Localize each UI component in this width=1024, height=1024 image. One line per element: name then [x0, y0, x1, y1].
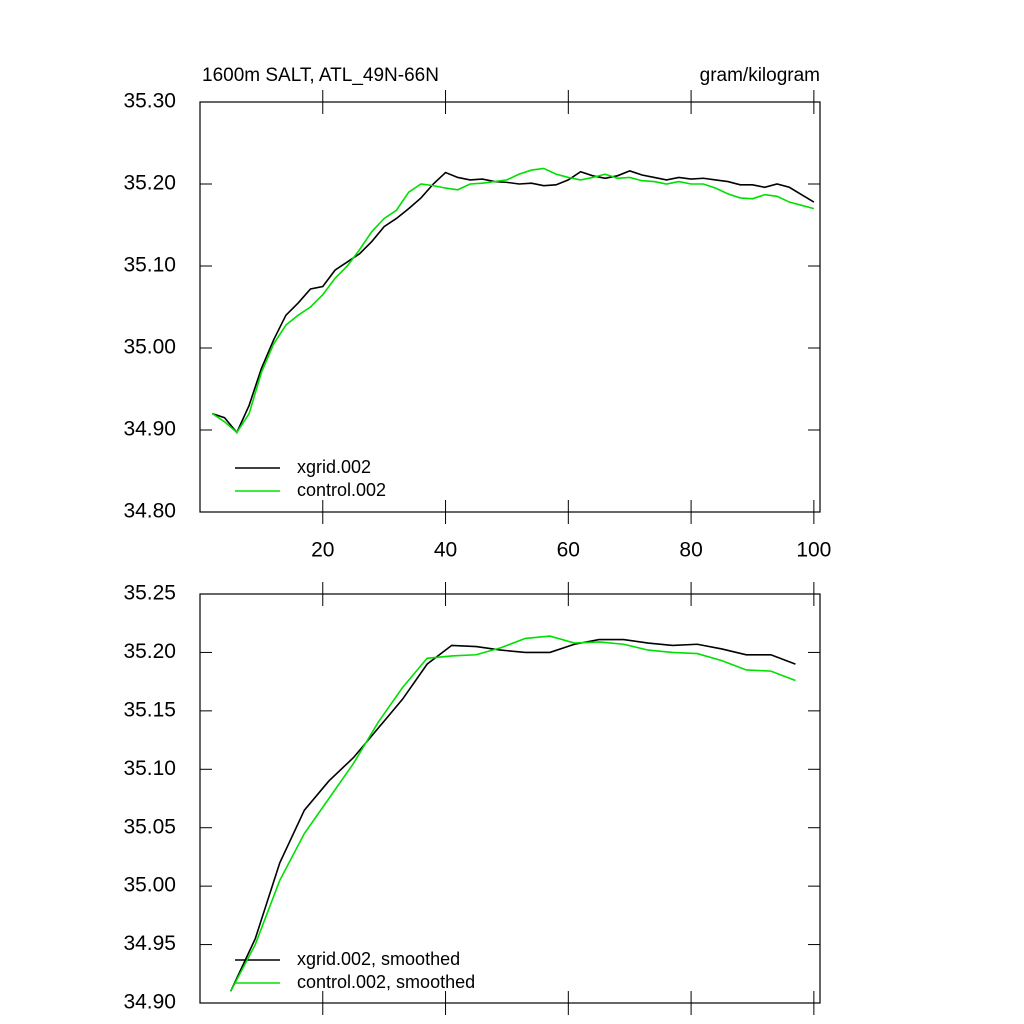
series-line — [211, 167, 815, 434]
series-line — [212, 170, 815, 434]
chart-units: gram/kilogram — [700, 65, 820, 86]
y-tick-label: 34.90 — [123, 418, 176, 441]
y-tick-label: 35.00 — [123, 874, 176, 897]
y-tick-label: 35.10 — [123, 254, 176, 277]
x-tick-label: 20 — [311, 539, 334, 562]
legend-label: xgrid.002, smoothed — [297, 949, 460, 969]
y-tick-label: 35.10 — [123, 757, 176, 780]
y-tick-label: 35.20 — [123, 640, 176, 663]
series-line — [229, 635, 796, 992]
legend-label: xgrid.002 — [297, 457, 371, 477]
y-tick-label: 35.25 — [123, 582, 176, 605]
y-tick-label: 35.00 — [123, 336, 176, 359]
x-tick-label: 60 — [557, 539, 580, 562]
y-tick-label: 35.20 — [123, 172, 176, 195]
plot-frame — [199, 593, 821, 1004]
y-tick-label: 35.15 — [123, 698, 176, 721]
legend-label: control.002 — [297, 480, 386, 500]
plot-frame — [199, 101, 821, 513]
y-tick-label: 34.80 — [123, 500, 176, 523]
y-tick-label: 34.95 — [123, 932, 176, 955]
series-line — [229, 638, 796, 992]
y-tick-label: 35.05 — [123, 815, 176, 838]
chart-title: 1600m SALT, ATL_49N-66N — [202, 65, 439, 86]
y-tick-label: 35.30 — [123, 90, 176, 113]
x-tick-label: 40 — [434, 539, 457, 562]
x-tick-label: 100 — [796, 539, 831, 562]
x-tick-label: 80 — [679, 539, 702, 562]
y-tick-label: 34.90 — [123, 991, 176, 1014]
legend-label: control.002, smoothed — [297, 972, 475, 992]
